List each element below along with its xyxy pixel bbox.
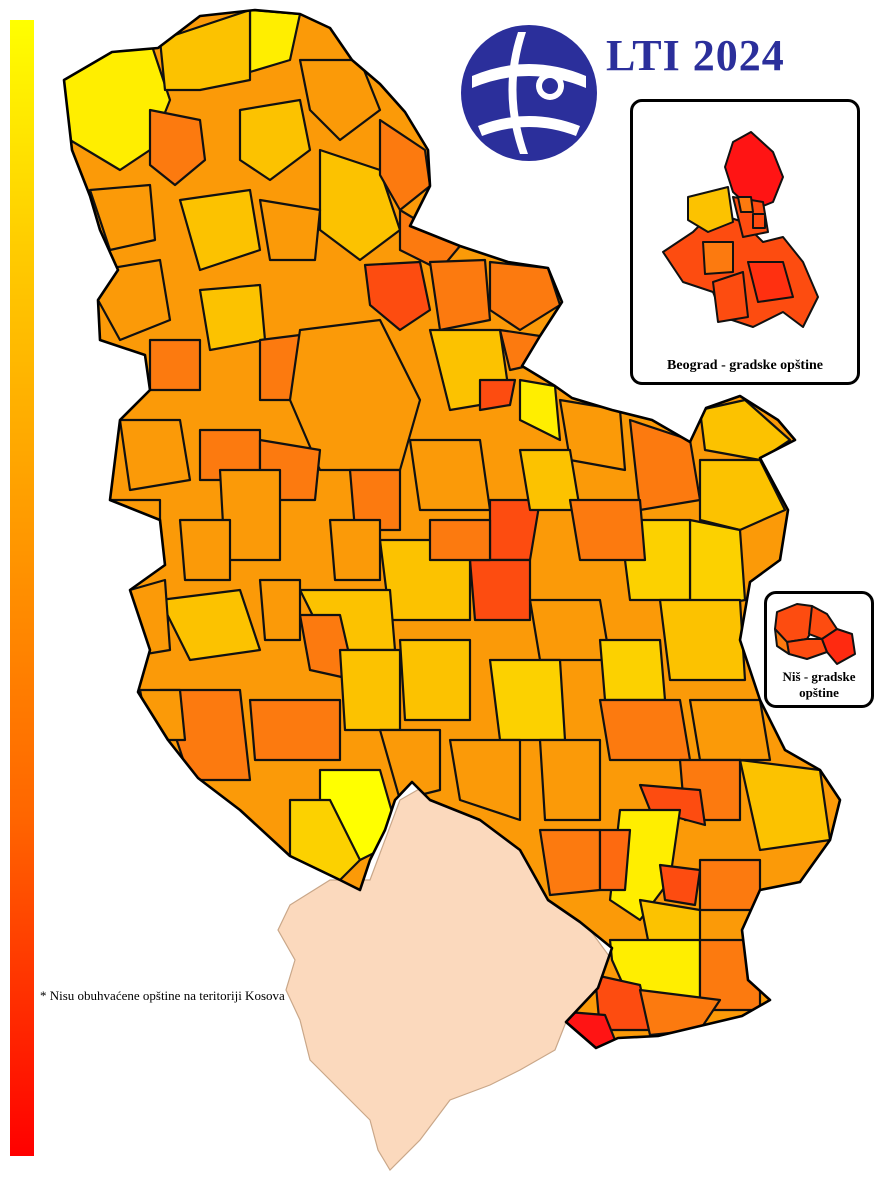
nis-inset: Niš - gradske opštine — [764, 591, 874, 708]
nis-inset-label-line1: Niš - gradske — [782, 669, 856, 684]
legend-color-bar — [10, 20, 34, 1156]
nis-inset-map — [774, 603, 856, 665]
nis-inset-label-line2: opštine — [799, 685, 839, 700]
beograd-inset: Beograd - gradske opštine — [630, 99, 860, 385]
nis-inset-label: Niš - gradske opštine — [767, 669, 871, 701]
transparency-international-logo — [461, 25, 597, 161]
municipality-patches — [64, 10, 832, 1048]
kosovo-footnote: * Nisu obuhvaćene opštine na teritoriji … — [40, 988, 285, 1003]
map-title: LTI 2024 — [606, 31, 785, 80]
serbia-outline — [62, 8, 842, 1050]
beograd-inset-map — [662, 131, 819, 328]
beograd-inset-label: Beograd - gradske opštine — [667, 358, 823, 373]
